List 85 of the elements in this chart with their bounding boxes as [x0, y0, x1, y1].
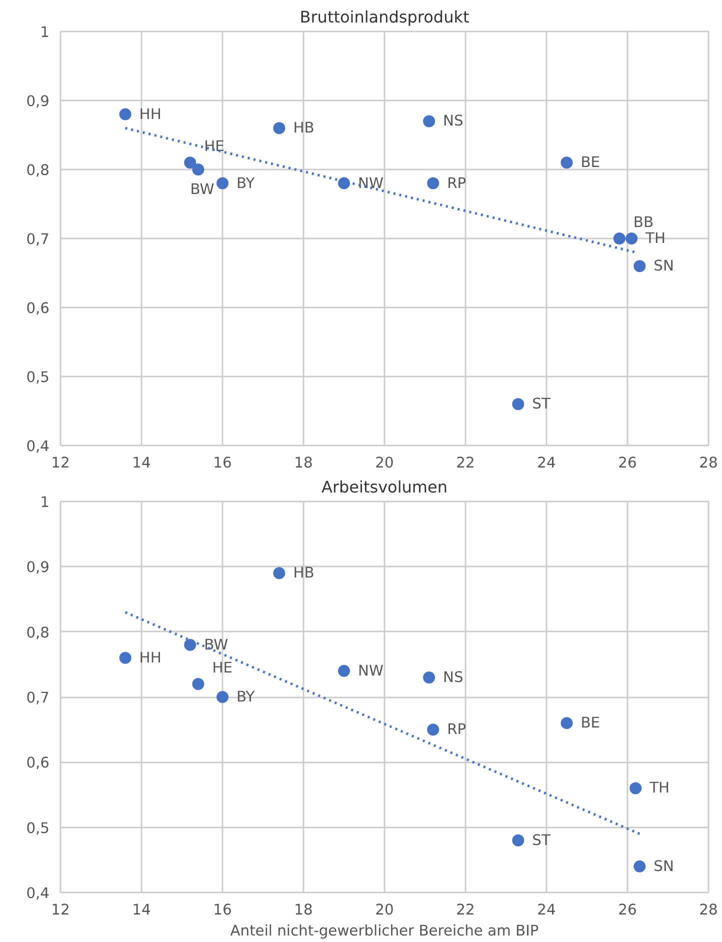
y-tick-label: 0,4 [26, 438, 50, 455]
point [560, 156, 573, 169]
data-label: RP [447, 174, 466, 192]
y-tick-label: 0,6 [26, 754, 50, 772]
data-label: RP [447, 721, 466, 738]
point [630, 782, 642, 794]
x-tick-label: 22 [456, 454, 475, 472]
data-label: HB [293, 120, 314, 137]
data-label: ST [532, 396, 550, 413]
y-tick-label: 0,7 [26, 231, 50, 248]
x-tick-label: 18 [294, 454, 313, 472]
point [273, 567, 286, 580]
x-axis-title: Anteil nicht-gewerblicher Bereiche am BIP [230, 922, 539, 940]
y-tick-label: 0,5 [26, 820, 50, 837]
data-label: SN [654, 858, 674, 875]
data-label: HH [139, 106, 162, 123]
x-tick-label: 26 [618, 454, 637, 472]
x-tick-label: 12 [51, 454, 70, 472]
point [427, 724, 440, 736]
point [613, 232, 626, 244]
point [192, 164, 204, 176]
point [512, 834, 524, 846]
data-label: TH [648, 780, 670, 797]
x-tick-label: 24 [537, 902, 556, 918]
data-label: HH [139, 649, 162, 666]
data-label: BE [580, 714, 600, 732]
point [192, 678, 204, 690]
y-tick-label: 1 [40, 24, 50, 41]
x-tick-label: 16 [213, 902, 232, 918]
data-label: HE [204, 138, 224, 156]
data-label: NW [358, 174, 384, 192]
data-label: NW [358, 662, 384, 680]
x-tick-label: 22 [456, 902, 475, 918]
point [273, 122, 286, 134]
data-label: BW [204, 636, 229, 654]
data-label: SN [654, 258, 674, 275]
x-tick-label: 28 [699, 454, 718, 472]
point [634, 260, 646, 272]
y-tick-label: 1 [40, 494, 50, 511]
chart-title: Arbeitsvolumen [322, 478, 448, 496]
data-label: NS [443, 112, 464, 130]
x-tick-label: 24 [537, 454, 556, 472]
y-tick-label: 0,5 [26, 369, 50, 386]
x-tick-label: 12 [51, 902, 70, 918]
point [216, 177, 228, 190]
x-tick-label: 20 [375, 902, 394, 918]
point [560, 717, 573, 730]
data-label: BW [190, 181, 215, 198]
point [423, 115, 436, 128]
data-label: BY [236, 688, 255, 706]
y-tick-label: 0,4 [26, 885, 50, 902]
point [338, 664, 350, 677]
point [626, 232, 638, 244]
point [119, 652, 132, 664]
x-tick-label: 18 [294, 902, 313, 918]
x-tick-label: 20 [375, 454, 394, 472]
point [423, 671, 436, 684]
y-tick-label: 0,8 [26, 162, 50, 179]
y-tick-label: 0,8 [26, 624, 50, 642]
point [634, 860, 646, 872]
x-tick-label: 16 [213, 454, 232, 472]
y-tick-label: 0,9 [26, 559, 50, 576]
point [512, 398, 524, 410]
data-label: BB [633, 214, 654, 231]
data-label: ST [532, 832, 550, 849]
point [184, 156, 196, 169]
y-tick-label: 0,9 [26, 93, 50, 110]
point [216, 691, 228, 703]
x-tick-label: 26 [618, 902, 637, 918]
chart-title: Bruttoinlandsprodukt [300, 8, 470, 26]
point [427, 177, 440, 190]
x-tick-label: 14 [132, 902, 151, 918]
point [184, 638, 196, 651]
x-tick-label: 28 [699, 902, 718, 918]
y-tick-label: 0,6 [26, 300, 50, 317]
point [338, 177, 350, 190]
x-tick-label: 14 [132, 454, 151, 472]
y-tick-label: 0,7 [26, 690, 50, 706]
point [119, 108, 132, 120]
data-label: BE [580, 154, 600, 172]
data-label: HB [293, 564, 314, 582]
data-label: TH [644, 230, 666, 247]
data-label: NS [443, 668, 464, 686]
data-label: HE [212, 659, 232, 676]
data-label: BY [236, 174, 255, 192]
